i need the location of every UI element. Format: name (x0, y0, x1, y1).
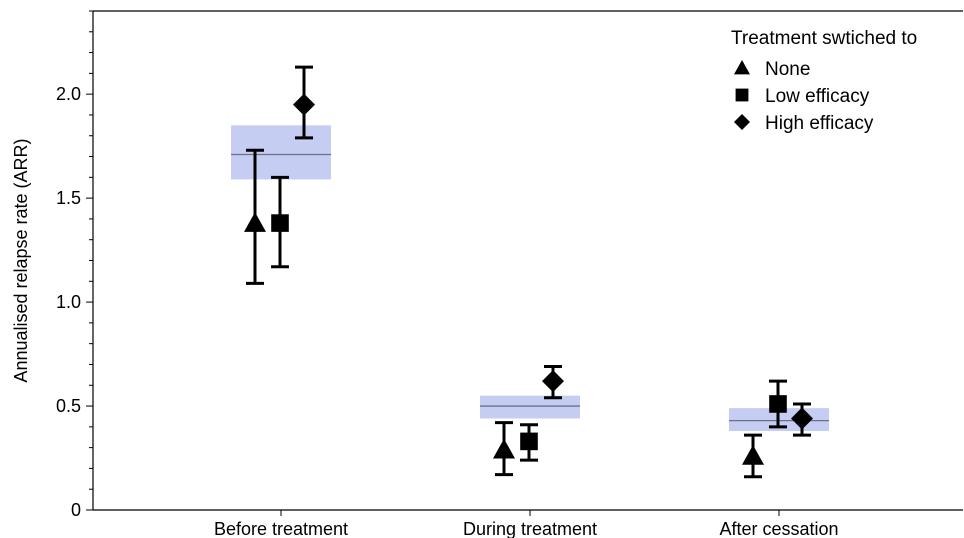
marker-none (244, 212, 266, 232)
y-tick-label: 0.5 (56, 396, 81, 416)
x-tick-label: After cessation (719, 519, 838, 538)
x-tick-label: During treatment (463, 519, 597, 538)
marker-low-efficacy (271, 214, 289, 232)
y-tick-label: 1.0 (56, 292, 81, 312)
legend-marker-high-efficacy (734, 114, 750, 130)
legend-title: Treatment swtiched to (731, 28, 917, 49)
y-tick-label: 0 (71, 500, 81, 520)
legend-marker-low-efficacy (735, 88, 749, 102)
y-axis-title: Annualised relapse rate (ARR) (11, 138, 31, 382)
legend-label-low-efficacy: Low efficacy (765, 86, 870, 107)
legend-marker-none (734, 60, 750, 75)
y-tick-label: 2.0 (56, 84, 81, 104)
reference-band (480, 395, 580, 419)
marker-high-efficacy (542, 370, 564, 393)
marker-none (742, 444, 764, 465)
legend-label-high-efficacy: High efficacy (765, 113, 874, 134)
x-tick-label: Before treatment (214, 519, 348, 538)
y-tick-label: 1.5 (56, 188, 81, 208)
legend-label-none: None (765, 59, 810, 80)
marker-high-efficacy (791, 407, 813, 430)
marker-high-efficacy (293, 93, 315, 116)
marker-low-efficacy (520, 432, 538, 451)
marker-low-efficacy (769, 395, 787, 413)
reference-band (231, 125, 331, 180)
marker-none (493, 438, 515, 459)
